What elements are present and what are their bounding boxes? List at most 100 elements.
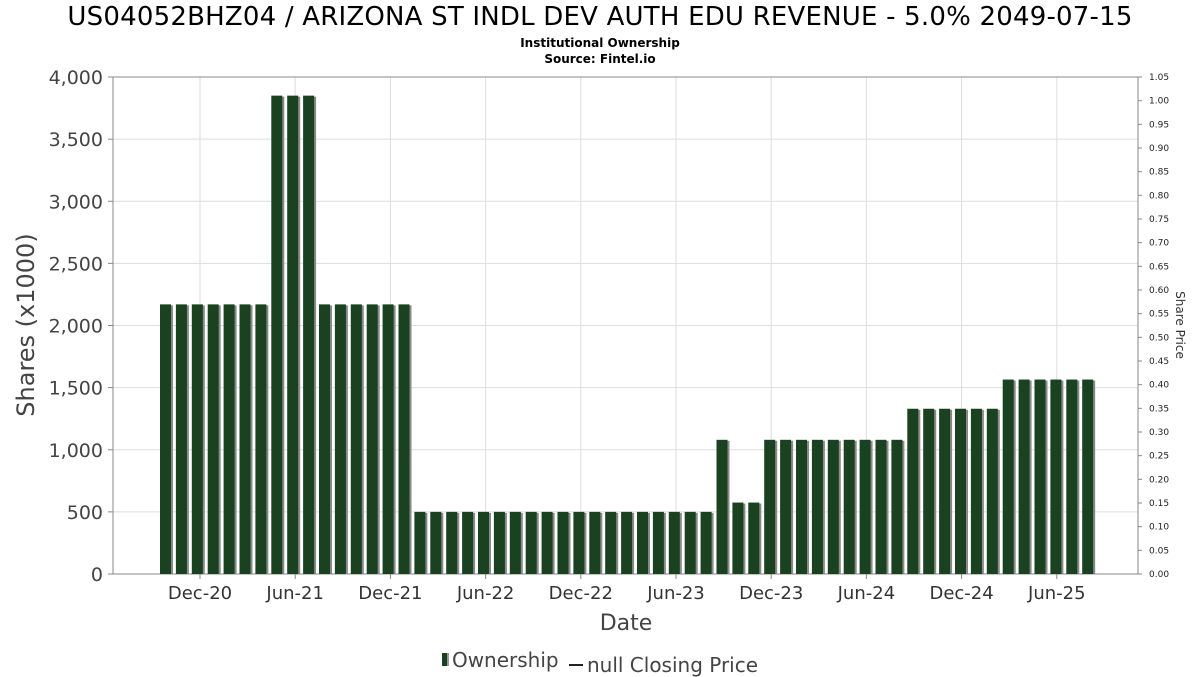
ownership-bar xyxy=(684,511,696,574)
y-tick-label: 500 xyxy=(67,502,103,524)
ownership-bar xyxy=(319,304,330,574)
ownership-bar xyxy=(637,511,648,574)
y2-tick-label: 0.70 xyxy=(1149,239,1169,249)
y-axis-title: Shares (x1000) xyxy=(12,233,40,416)
ownership-bar xyxy=(334,304,346,574)
ownership-bar xyxy=(986,408,998,574)
ownership-bar xyxy=(541,511,553,574)
ownership-bar xyxy=(652,511,664,574)
x-tick-label: Jun-24 xyxy=(837,583,896,604)
y2-tick-label: 0.40 xyxy=(1149,381,1169,391)
ownership-bar xyxy=(303,95,315,574)
ownership-bar xyxy=(605,511,617,574)
ownership-bar xyxy=(764,439,776,574)
ownership-bar xyxy=(350,304,362,574)
ownership-bar xyxy=(907,408,919,574)
ownership-bar xyxy=(716,439,728,574)
y2-tick-label: 0.10 xyxy=(1149,523,1169,533)
ownership-bar xyxy=(668,511,680,574)
ownership-bar xyxy=(700,511,712,574)
ownership-bar xyxy=(255,304,267,574)
legend-ownership-label: Ownership xyxy=(451,647,559,672)
y-axis-left: 0 500 1,000 1,500 2,000 2,500 3,000 3,500 4,000 xyxy=(49,67,113,586)
y2-tick-label: 0.15 xyxy=(1149,499,1169,509)
y2-tick-label: 0.75 xyxy=(1149,215,1169,225)
ownership-bar xyxy=(891,439,903,574)
y2-tick-label: 0.45 xyxy=(1149,357,1169,367)
ownership-bar xyxy=(859,439,871,574)
y-tick-label: 1,500 xyxy=(49,378,103,400)
x-tick-label: Dec-21 xyxy=(358,583,422,604)
ownership-bar xyxy=(525,511,537,574)
y2-tick-label: 0.20 xyxy=(1149,475,1169,485)
y-tick-label: 3,000 xyxy=(49,191,103,213)
ownership-bar xyxy=(191,304,203,574)
y-tick-label: 1,000 xyxy=(49,440,103,462)
ownership-bar xyxy=(414,511,426,574)
x-tick-label: Jun-23 xyxy=(646,583,705,604)
x-tick-label: Jun-22 xyxy=(456,583,515,604)
ownership-bar xyxy=(462,511,474,574)
legend-price-label: null Closing Price xyxy=(586,653,759,677)
y2-tick-label: 0.05 xyxy=(1149,546,1169,556)
ownership-bar xyxy=(573,511,585,574)
ownership-bar xyxy=(589,511,601,574)
ownership-bar xyxy=(478,511,489,574)
y-tick-label: 3,500 xyxy=(49,129,103,151)
ownership-bar xyxy=(160,304,171,574)
bar-series-ownership xyxy=(160,95,1096,574)
chart-title: US04052BHZ04 / ARIZONA ST INDL DEV AUTH … xyxy=(67,2,1133,32)
x-tick-label: Jun-25 xyxy=(1027,583,1086,604)
y2-tick-label: 0.85 xyxy=(1149,168,1169,178)
y-axis-right: 0.00 0.05 0.10 0.15 0.20 0.25 0.30 0.35 0.40 0.45… xyxy=(1138,73,1169,580)
y2-tick-label: 0.90 xyxy=(1149,144,1169,154)
ownership-bar xyxy=(748,502,760,574)
y-tick-label: 4,000 xyxy=(49,67,103,89)
bar-swatch-icon xyxy=(441,653,447,666)
line-swatch-icon xyxy=(568,664,583,666)
y2-tick-label: 0.35 xyxy=(1149,404,1169,414)
y-tick-label: 2,500 xyxy=(49,253,103,275)
ownership-bar xyxy=(811,439,823,574)
y-tick-label: 2,000 xyxy=(49,316,103,338)
ownership-bar xyxy=(175,304,187,574)
y2-tick-label: 0.95 xyxy=(1149,120,1169,130)
ownership-bar xyxy=(796,439,807,574)
ownership-bar xyxy=(1002,379,1014,574)
y2-tick-label: 0.00 xyxy=(1149,570,1169,580)
ownership-bar xyxy=(827,439,839,574)
legend-item-price: null Closing Price xyxy=(565,653,758,677)
ownership-bar xyxy=(207,304,219,574)
x-tick-label: Dec-24 xyxy=(929,583,993,604)
ownership-bar xyxy=(875,439,887,574)
y2-tick-label: 0.60 xyxy=(1149,286,1169,296)
ownership-bar xyxy=(1050,379,1062,574)
y2-tick-label: 0.80 xyxy=(1149,191,1169,201)
ownership-bar xyxy=(621,511,633,574)
x-tick-label: Dec-23 xyxy=(739,583,803,604)
y-tick-label: 0 xyxy=(91,564,103,586)
ownership-bar xyxy=(1066,379,1078,574)
legend-item-ownership: Ownership xyxy=(441,647,559,672)
x-axis: Dec-20 Jun-21 Dec-21 Jun-22 Dec-22 Jun-23 Dec-… xyxy=(168,574,1086,604)
ownership-bar xyxy=(1034,379,1046,574)
ownership-bar xyxy=(1018,379,1030,574)
y2-tick-label: 0.50 xyxy=(1149,333,1169,343)
ownership-bar xyxy=(366,304,378,574)
y2-axis-title: Share Price xyxy=(1173,291,1187,359)
x-axis-title: Date xyxy=(600,611,653,636)
ownership-bar xyxy=(923,408,935,574)
ownership-bar xyxy=(509,511,521,574)
y2-tick-label: 0.25 xyxy=(1149,452,1169,462)
ownership-bar xyxy=(271,95,283,574)
ownership-bar xyxy=(939,408,951,574)
ownership-bar xyxy=(557,511,569,574)
x-tick-label: Dec-22 xyxy=(549,583,613,604)
ownership-bar xyxy=(780,439,792,574)
ownership-bar xyxy=(223,304,235,574)
ownership-bar xyxy=(398,304,410,574)
ownership-bar xyxy=(843,439,855,574)
ownership-bar xyxy=(430,511,442,574)
ownership-bar xyxy=(446,511,458,574)
